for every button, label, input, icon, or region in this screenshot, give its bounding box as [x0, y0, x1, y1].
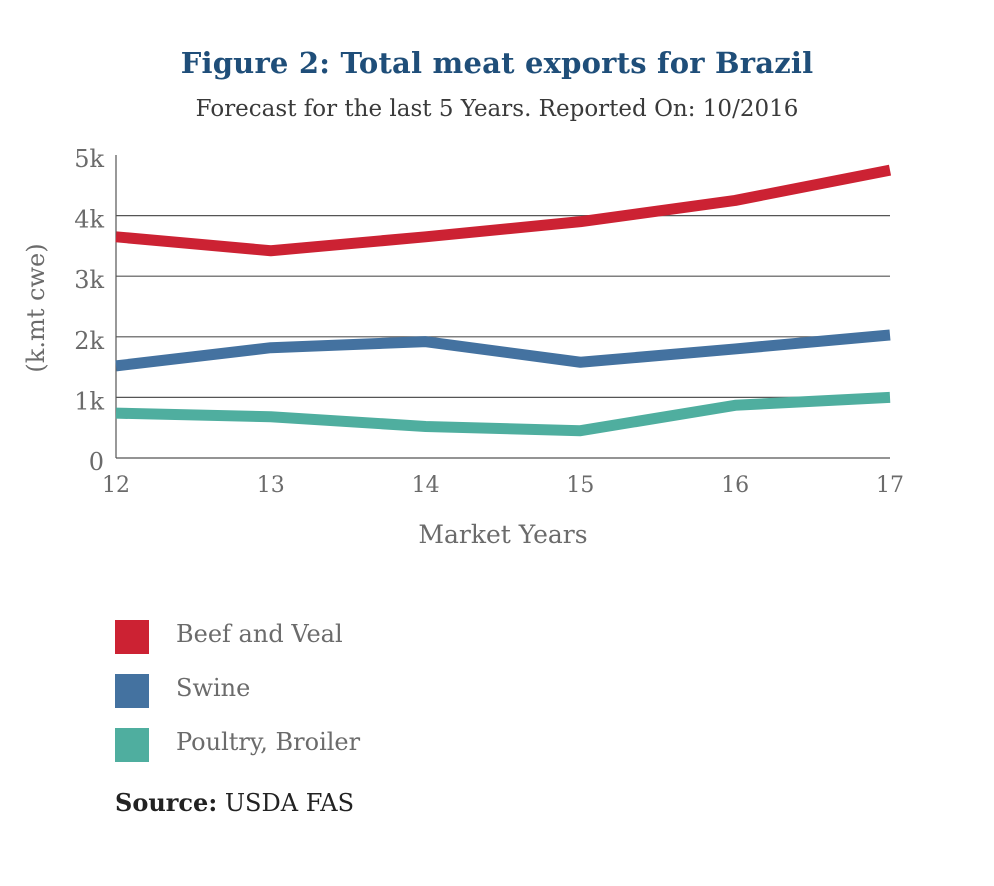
- legend-swatch-beef: [115, 620, 149, 654]
- source-value: USDA FAS: [217, 789, 355, 817]
- chart-axes: [115, 155, 890, 459]
- legend-label-poultry: Poultry, Broiler: [176, 728, 361, 756]
- x-tick-labels: 12 13 14 15 16 17: [102, 473, 904, 498]
- y-tick-label: 5k: [74, 145, 104, 173]
- series-lines: [115, 164, 892, 437]
- y-tick-labels: 0 1k 2k 3k 4k 5k: [74, 145, 104, 476]
- legend-label-swine: Swine: [176, 674, 251, 702]
- chart-title: Figure 2: Total meat exports for Brazil: [180, 46, 814, 80]
- x-tick-label: 13: [257, 473, 285, 498]
- y-axis-label: (k.mt cwe): [22, 243, 50, 372]
- source-label: Source:: [115, 788, 218, 817]
- x-tick-label: 16: [721, 473, 749, 498]
- y-tick-label: 3k: [74, 266, 104, 294]
- x-axis-label: Market Years: [418, 520, 587, 549]
- x-tick-label: 14: [412, 473, 440, 498]
- series-line-swine: [115, 329, 891, 372]
- source-note: Source: USDA FAS: [115, 788, 354, 817]
- x-tick-label: 17: [876, 473, 904, 498]
- legend-swatch-poultry: [115, 728, 149, 762]
- y-tick-label: 1k: [74, 387, 104, 415]
- series-line-beef: [115, 164, 892, 257]
- series-line-poultry: [115, 391, 891, 437]
- x-tick-label: 12: [102, 473, 130, 498]
- x-tick-label: 15: [566, 473, 594, 498]
- y-tick-label: 2k: [74, 327, 104, 355]
- y-tick-label: 0: [89, 448, 104, 476]
- legend-swatch-swine: [115, 674, 149, 708]
- legend-label-beef: Beef and Veal: [176, 620, 343, 648]
- chart-subtitle: Forecast for the last 5 Years. Reported …: [195, 96, 799, 122]
- y-tick-label: 4k: [74, 206, 104, 234]
- grid-lines: [116, 215, 890, 398]
